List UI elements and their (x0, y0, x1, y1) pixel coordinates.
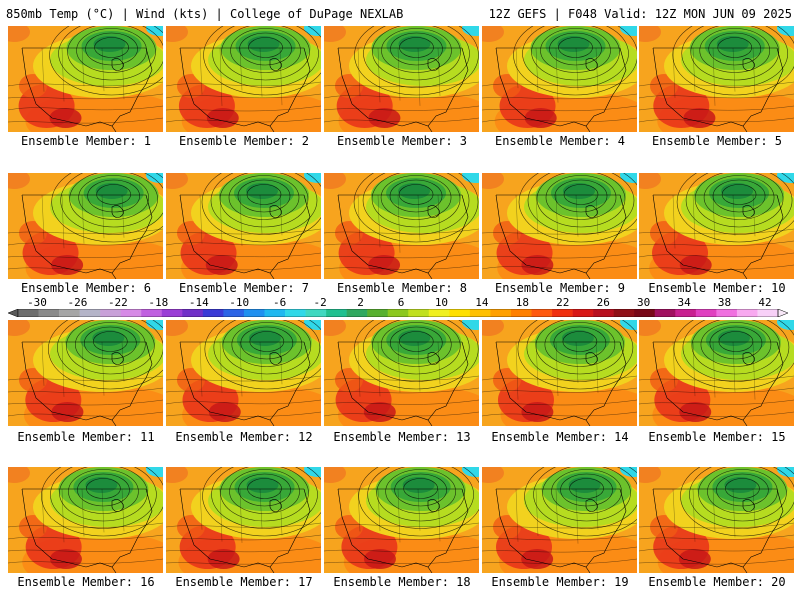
colorbar-tick-label: 34 (677, 296, 691, 309)
colorbar-segment (141, 309, 163, 317)
ensemble-member-map (166, 467, 321, 573)
ensemble-member-map (639, 467, 794, 573)
ensemble-member-label: Ensemble Member: 3 (336, 134, 468, 148)
ensemble-member-label: Ensemble Member: 8 (336, 281, 468, 295)
colorbar-segment (428, 309, 450, 317)
colorbar-segment (79, 309, 101, 317)
colorbar-tick-label: -18 (148, 296, 169, 309)
colorbar-tick-label: 6 (397, 296, 405, 309)
ensemble-member-map (324, 467, 479, 573)
colorbar-segment (182, 309, 204, 317)
colorbar-segment (18, 309, 39, 317)
colorbar-tick-label: 38 (717, 296, 732, 309)
ensemble-member-label: Ensemble Member: 10 (648, 281, 786, 295)
colorbar-segment (634, 309, 656, 317)
colorbar-tick-label: 42 (758, 296, 772, 309)
ensemble-member-label: Ensemble Member: 20 (648, 575, 786, 589)
colorbar-segment (264, 309, 286, 317)
ensemble-member-map (8, 320, 163, 426)
colorbar-segment (490, 309, 512, 317)
colorbar-segment (593, 309, 614, 317)
ensemble-member-map (324, 320, 479, 426)
ensemble-member-map (8, 173, 163, 279)
ensemble-member-map (324, 26, 479, 132)
colorbar-segment (367, 309, 389, 317)
model-run-info: 12Z GEFS | F048 Valid: 12Z MON JUN 09 20… (488, 7, 792, 21)
colorbar-tick-label: -22 (107, 296, 128, 309)
colorbar-segment (531, 309, 553, 317)
ensemble-member-map (482, 173, 637, 279)
ensemble-member-map (8, 26, 163, 132)
ensemble-member-map (639, 26, 794, 132)
temperature-colorbar (8, 309, 788, 317)
colorbar-segment (510, 309, 532, 317)
ensemble-member-label: Ensemble Member: 14 (491, 430, 629, 444)
ensemble-member-map (8, 467, 163, 573)
ensemble-member-map (166, 26, 321, 132)
ensemble-member-label: Ensemble Member: 17 (175, 575, 313, 589)
ensemble-member-label: Ensemble Member: 6 (20, 281, 152, 295)
colorbar-tick-label: 26 (596, 296, 610, 309)
ensemble-member-map (324, 173, 479, 279)
colorbar-segment (469, 309, 491, 317)
ensemble-member-label: Ensemble Member: 16 (17, 575, 155, 589)
colorbar-tick-label: -26 (67, 296, 88, 309)
ensemble-member-label: Ensemble Member: 9 (494, 281, 626, 295)
colorbar-segment (223, 309, 245, 317)
ensemble-member-label: Ensemble Member: 5 (651, 134, 783, 148)
colorbar-segment (100, 309, 122, 317)
colorbar-segment (305, 309, 327, 317)
ensemble-member-map (482, 26, 637, 132)
colorbar-segment (326, 309, 347, 317)
ensemble-member-label: Ensemble Member: 2 (178, 134, 310, 148)
colorbar-segment (285, 309, 306, 317)
colorbar-segment (161, 309, 183, 317)
ensemble-member-map (639, 173, 794, 279)
colorbar-segment (613, 309, 635, 317)
ensemble-member-label: Ensemble Member: 19 (491, 575, 629, 589)
colorbar-segment (449, 309, 471, 317)
colorbar-segment (716, 309, 738, 317)
ensemble-member-label: Ensemble Member: 15 (648, 430, 786, 444)
colorbar-segment (202, 309, 224, 317)
ensemble-member-label: Ensemble Member: 12 (175, 430, 313, 444)
ensemble-member-map (166, 320, 321, 426)
colorbar-tick-label: 30 (637, 296, 651, 309)
colorbar-tick-label: 2 (357, 296, 364, 309)
colorbar-segment (552, 309, 573, 317)
colorbar-tick-label: -6 (273, 296, 287, 309)
ensemble-member-map (482, 467, 637, 573)
map-title: 850mb Temp (°C) | Wind (kts) | College o… (6, 7, 404, 21)
colorbar-segment (757, 309, 779, 317)
ensemble-member-map (482, 320, 637, 426)
colorbar-tick-label: -14 (188, 296, 209, 309)
colorbar-tick-label: 18 (515, 296, 529, 309)
colorbar-tick-label: -10 (229, 296, 250, 309)
colorbar-segment (695, 309, 717, 317)
colorbar-tick-label: -2 (313, 296, 327, 309)
colorbar-segment (120, 309, 142, 317)
colorbar-tick-label: 22 (556, 296, 570, 309)
ensemble-member-label: Ensemble Member: 13 (333, 430, 471, 444)
ensemble-member-label: Ensemble Member: 7 (178, 281, 310, 295)
colorbar-segment (243, 309, 265, 317)
colorbar-segment (387, 309, 409, 317)
ensemble-member-label: Ensemble Member: 11 (17, 430, 155, 444)
colorbar-segment (736, 309, 758, 317)
colorbar-tick-label: 14 (475, 296, 489, 309)
colorbar-segment (38, 309, 60, 317)
colorbar-tick-label: -30 (27, 296, 47, 309)
colorbar-segment (59, 309, 80, 317)
colorbar-segment (572, 309, 594, 317)
ensemble-member-map (639, 320, 794, 426)
colorbar-segment (654, 309, 676, 317)
ensemble-member-map (166, 173, 321, 279)
colorbar-segment (675, 309, 697, 317)
colorbar-segment (408, 309, 430, 317)
ensemble-member-label: Ensemble Member: 18 (333, 575, 471, 589)
colorbar-segment (346, 309, 368, 317)
ensemble-member-label: Ensemble Member: 1 (20, 134, 152, 148)
colorbar-tick-label: 10 (434, 296, 449, 309)
ensemble-member-label: Ensemble Member: 4 (494, 134, 626, 148)
